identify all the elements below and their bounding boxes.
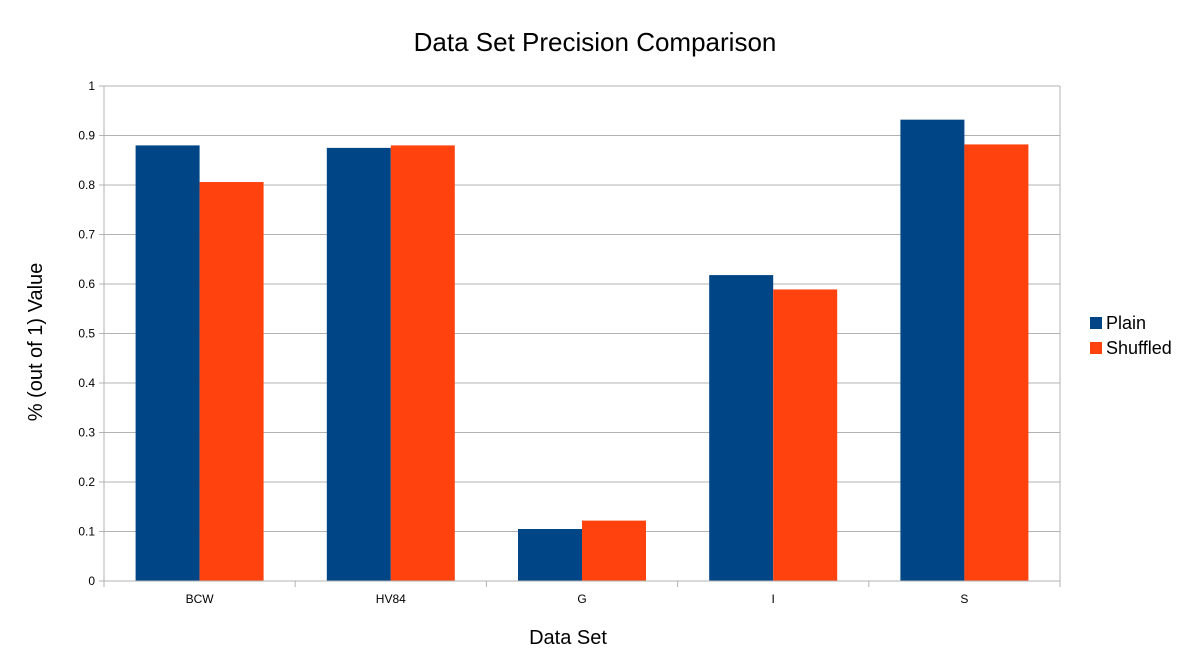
bar-shuffled-g [582,520,646,581]
bar-plain-s [900,119,965,581]
y-tick-label: 0.7 [78,228,95,242]
x-tick-label: G [577,592,586,606]
y-tick-label: 0.1 [78,525,95,539]
bar-plain-g [518,529,582,581]
bar-plain-i [709,275,774,581]
x-axis-title: Data Set [529,627,607,649]
bar-shuffled-s [964,144,1029,581]
legend-label-shuffled: Shuffled [1106,338,1172,358]
y-tick-label: 0.8 [78,178,95,192]
y-tick-label: 0.5 [78,327,95,341]
legend: Plain Shuffled [1090,313,1172,358]
x-tick-labels: BCW HV84 G I S [186,592,969,606]
x-tick-label: HV84 [376,592,406,606]
y-axis-title: % (out of 1) Value [25,263,47,422]
bar-plain-hv84 [326,147,391,581]
x-tick-label: BCW [186,592,215,606]
y-tick-label: 0.3 [78,426,95,440]
y-tick-label: 1 [88,79,95,93]
x-tick-label: S [960,592,968,606]
x-tick-label: I [772,592,775,606]
y-tick-label: 0 [88,574,95,588]
axes [99,85,1061,587]
legend-label-plain: Plain [1106,313,1146,333]
y-tick-label: 0.6 [78,277,95,291]
y-tick-label: 0.4 [78,376,95,390]
bar-plain-bcw [135,145,200,581]
bar-shuffled-bcw [199,182,264,581]
bar-shuffled-hv84 [390,145,455,581]
y-tick-label: 0.2 [78,475,95,489]
bar-shuffled-i [773,289,838,581]
legend-swatch-plain [1090,317,1102,329]
y-tick-label: 0.9 [78,129,95,143]
legend-swatch-shuffled [1090,342,1102,354]
chart-title: Data Set Precision Comparison [414,27,777,57]
bars [135,119,1029,581]
y-tick-labels: 0 0.1 0.2 0.3 0.4 0.5 0.6 0.7 0.8 0.9 1 [78,79,95,588]
